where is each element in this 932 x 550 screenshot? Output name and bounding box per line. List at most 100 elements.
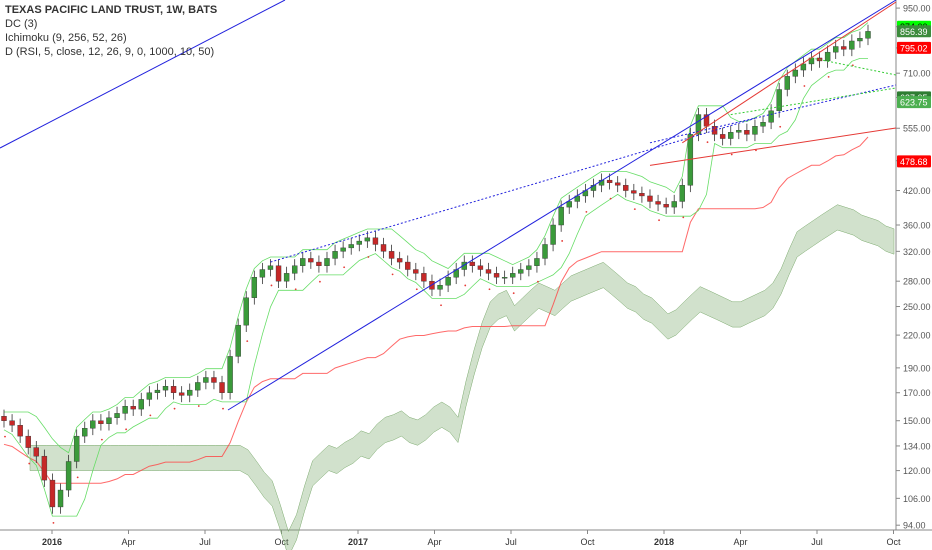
candle-body: [267, 265, 274, 270]
candle-body: [623, 185, 629, 191]
trendline-red-upper: [682, 1, 897, 144]
signal-dot: [730, 153, 733, 156]
signal-dot: [76, 476, 79, 479]
candle-body: [437, 285, 443, 290]
signal-dot: [633, 208, 636, 211]
candle-body: [566, 201, 572, 208]
candle-body: [719, 134, 726, 139]
candle-body: [162, 386, 169, 391]
y-tick-label: 120.00: [903, 466, 931, 476]
candle-body: [606, 179, 613, 183]
candle-body: [703, 114, 710, 127]
price-label-bg: [897, 41, 931, 54]
candle-body: [639, 193, 645, 197]
signal-dot: [100, 438, 103, 441]
candle-body: [388, 251, 395, 259]
candle-body: [211, 377, 217, 383]
y-tick-label: 710.00: [903, 69, 931, 79]
candle-body: [17, 425, 23, 437]
candle-body: [413, 269, 419, 274]
y-tick-label: 134.00: [903, 441, 931, 451]
candle-body: [259, 269, 266, 278]
candle-body: [461, 261, 467, 270]
candle-body: [663, 204, 669, 208]
y-tick-label: 360.00: [903, 221, 931, 231]
candle-body: [501, 277, 508, 279]
signal-dot: [415, 288, 418, 291]
trendline-blue-upper-left: [0, 0, 286, 149]
signal-dot: [464, 284, 467, 287]
candle-body: [340, 247, 346, 252]
x-tick-label: Apr: [427, 537, 441, 547]
candle-body: [146, 392, 153, 400]
candle-body: [728, 132, 734, 139]
candle-body: [138, 399, 144, 410]
candle-body: [251, 277, 258, 298]
candle-body: [396, 258, 403, 263]
candle-body: [493, 273, 500, 278]
signal-dot: [319, 280, 321, 283]
x-tick-label: Oct: [274, 537, 289, 547]
price-label-bg: [897, 96, 931, 109]
x-tick-label: Apr: [733, 537, 747, 547]
signal-dot: [827, 75, 830, 78]
donchian-upper: [4, 22, 869, 454]
candle-body: [219, 382, 225, 393]
candle-body: [558, 206, 564, 226]
candle-body: [332, 251, 338, 259]
x-tick-label: 2016: [42, 537, 62, 547]
signal-dot: [294, 288, 297, 291]
signal-dot: [803, 85, 806, 87]
candle-body: [235, 324, 241, 357]
donchian-lower: [3, 58, 868, 517]
candle-body: [243, 297, 249, 326]
candle-body: [178, 392, 185, 396]
candle-body: [308, 258, 314, 263]
ichimoku-cloud: [29, 204, 895, 550]
signal-dot: [367, 256, 370, 258]
candle-body: [90, 420, 96, 429]
price-label: 623.75: [900, 98, 928, 108]
candle-body: [711, 126, 718, 135]
candle-body: [227, 356, 233, 393]
candle-body: [73, 435, 80, 462]
candle-body: [800, 63, 807, 71]
signal-dot: [391, 273, 394, 276]
ichimoku-base-line: [3, 136, 869, 484]
signal-dot: [52, 521, 55, 524]
signal-dot: [246, 340, 249, 342]
y-tick-label: 190.00: [903, 363, 931, 373]
candle-body: [760, 122, 766, 127]
candle-body: [41, 455, 48, 481]
candle-body: [671, 201, 677, 208]
candle-body: [744, 130, 750, 135]
price-label: 478.68: [900, 157, 928, 167]
candle-body: [364, 237, 371, 242]
candle-body: [203, 377, 209, 383]
candle-body: [857, 38, 863, 42]
candle-body: [655, 201, 661, 205]
x-tick-label: Jul: [811, 537, 823, 547]
y-tick-label: 950.00: [903, 4, 931, 14]
x-tick-label: 2017: [348, 537, 368, 547]
price-label-bg: [897, 25, 931, 38]
price-label: 795.02: [900, 43, 928, 53]
signal-dot: [270, 284, 273, 287]
candle-body: [526, 265, 532, 270]
signal-dot: [537, 280, 539, 283]
candle-body: [324, 258, 330, 266]
candle-body: [768, 110, 774, 123]
signal-dot: [585, 210, 588, 213]
y-tick-label: 94.00: [903, 521, 926, 531]
candle-body: [736, 130, 742, 133]
candle-body: [695, 114, 702, 135]
y-tick-label: 420.00: [903, 186, 931, 196]
candle-body: [170, 386, 177, 393]
trendline-blue-dotted-1: [270, 117, 756, 263]
y-tick-label: 170.00: [903, 388, 931, 398]
signal-dot: [4, 435, 6, 438]
candle-body: [405, 261, 411, 270]
candle-body: [469, 261, 476, 266]
candle-body: [65, 461, 72, 491]
